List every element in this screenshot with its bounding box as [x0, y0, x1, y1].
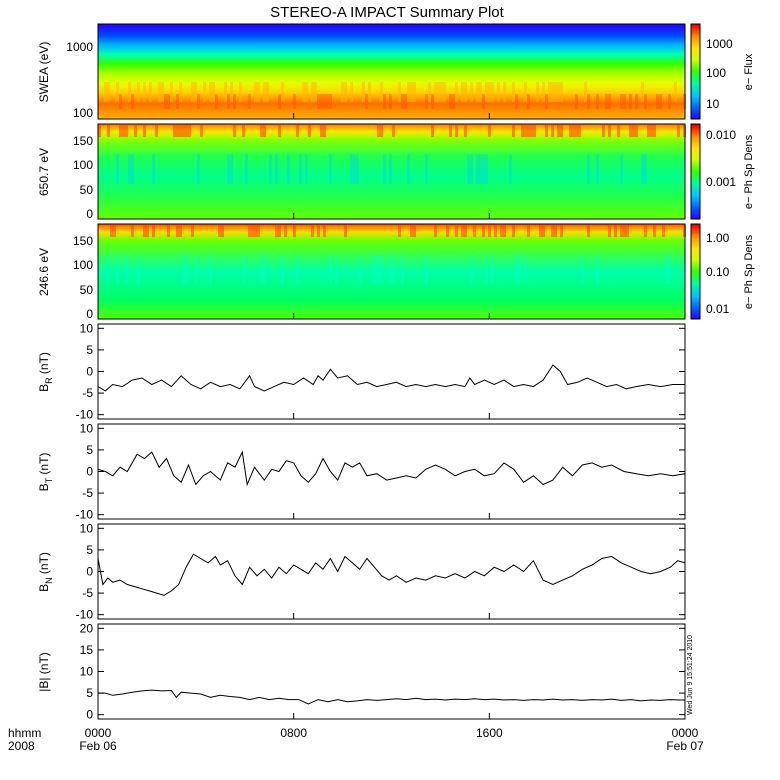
spectrogram-swea: SWEA (eV) 1000 100 1000 100 10 e− Flux [37, 23, 755, 120]
pad246-ylabel: 246.6 eV [37, 248, 51, 296]
panel-br-ylabel: BR (nT) [37, 352, 54, 392]
panel-br-ytick-label: 10 [80, 321, 94, 335]
xtick-label-0000: 0000 [85, 726, 112, 740]
xtick-date-label: Feb 07 [666, 739, 704, 753]
pad650-colorbar [690, 123, 701, 220]
swea-ytick-100: 100 [73, 106, 93, 120]
panel-bn-ytick-label: 10 [80, 521, 94, 535]
panel-bmag-frame [97, 623, 686, 720]
xtick-date-label: Feb 06 [79, 739, 117, 753]
pad650-cb-tick-0001: 0.001 [706, 175, 736, 189]
pad650-ytick-50: 50 [80, 183, 94, 197]
panel-bt-ytick-label: 5 [86, 443, 93, 457]
panel-br-ytick-label: -10 [76, 408, 94, 422]
pad246-cb-tick-100: 1.00 [706, 231, 730, 245]
panel-bn-trace [97, 553, 686, 596]
spectrogram-pad-246: 246.6 eV 150 100 50 0 1.00 0.10 0.01 e− … [37, 223, 755, 321]
swea-cb-label: e− Flux [743, 53, 755, 90]
time-axis-format-label: hhmm [8, 726, 41, 740]
pad246-ytick-150: 150 [73, 234, 93, 248]
panel-br-ytick-label: 0 [86, 365, 93, 379]
panel-bt-ytick-label: -5 [82, 486, 93, 500]
panel-bt-ytick-label: 10 [80, 421, 94, 435]
panel-bmag-ytick-label: 5 [86, 686, 93, 700]
pad246-cb-label: e− Ph Sp Dens [743, 234, 755, 309]
panel-bn-ytick-label: 5 [86, 543, 93, 557]
pad650-cb-label: e− Ph Sp Dens [743, 134, 755, 209]
panel-bn-ylabel: BN (nT) [37, 552, 54, 592]
pad246-ytick-50: 50 [80, 283, 94, 297]
xtick-label-0800: 0800 [280, 726, 307, 740]
panel-bmag-trace [98, 689, 685, 705]
panel-bmag: 20 15 10 5 0 |B| (nT) [37, 621, 686, 722]
swea-ytick-1000: 1000 [66, 40, 93, 54]
pad650-ytick-100: 100 [73, 158, 93, 172]
panel-br-ytick-label: -5 [82, 386, 93, 400]
pad650-ylabel: 650.7 eV [37, 148, 51, 196]
panel-bmag-ytick-label: 10 [80, 665, 94, 679]
pad246-ytick-100: 100 [73, 258, 93, 272]
panel-br-ytick-label: 5 [86, 343, 93, 357]
swea-ylabel: SWEA (eV) [37, 42, 51, 103]
panel-br-frame [97, 323, 686, 420]
pad246-colorbar [690, 223, 701, 320]
time-axis-year-label: 2008 [8, 739, 35, 753]
panel-bmag-ytick-label: 15 [80, 643, 94, 657]
pad246-cb-tick-001: 0.01 [706, 302, 730, 316]
panel-bmag-ytick-label: 0 [86, 708, 93, 722]
spectrogram-pad-650: 650.7 eV 150 100 50 0 0.010 0.001 e− Ph … [37, 123, 755, 221]
panel-bt-ylabel: BT (nT) [37, 453, 54, 492]
panel-bt-trace [97, 450, 686, 487]
panel-bn-frame [97, 523, 686, 620]
xtick-label-0000: 0000 [672, 726, 699, 740]
pad650-ytick-0: 0 [86, 207, 93, 221]
panel-bmag-ytick-label: 20 [80, 621, 94, 635]
swea-cb-tick-10: 10 [706, 97, 720, 111]
panel-bmag-ylabel: |B| (nT) [37, 652, 51, 692]
swea-colorbar [690, 23, 701, 120]
pad650-ytick-150: 150 [73, 134, 93, 148]
plot-timestamp: Wed Jun 9 15:51:24 2010 [687, 635, 694, 715]
panel-bt-ytick-label: 0 [86, 465, 93, 479]
swea-cb-tick-100: 100 [706, 66, 726, 80]
panel-bn-ytick-label: -5 [82, 586, 93, 600]
pad246-cb-tick-010: 0.10 [706, 265, 730, 279]
plot-title: STEREO-A IMPACT Summary Plot [270, 4, 504, 21]
panel-bt-ytick-label: -10 [76, 508, 94, 522]
panel-br: 10 5 0 -5 -10 BR (nT) [37, 321, 686, 422]
panel-bn: 10 5 0 -5 -10 BN (nT) [37, 521, 686, 622]
panel-br-trace [97, 364, 685, 392]
swea-cb-tick-1000: 1000 [706, 37, 733, 51]
pad650-cb-tick-0010: 0.010 [706, 128, 736, 142]
panel-bn-ytick-label: -10 [76, 608, 94, 622]
panel-bt: 10 5 0 -5 -10 BT (nT) [37, 421, 686, 522]
panel-bn-ytick-label: 0 [86, 565, 93, 579]
pad246-ytick-0: 0 [86, 307, 93, 321]
xtick-label-1600: 1600 [476, 726, 503, 740]
